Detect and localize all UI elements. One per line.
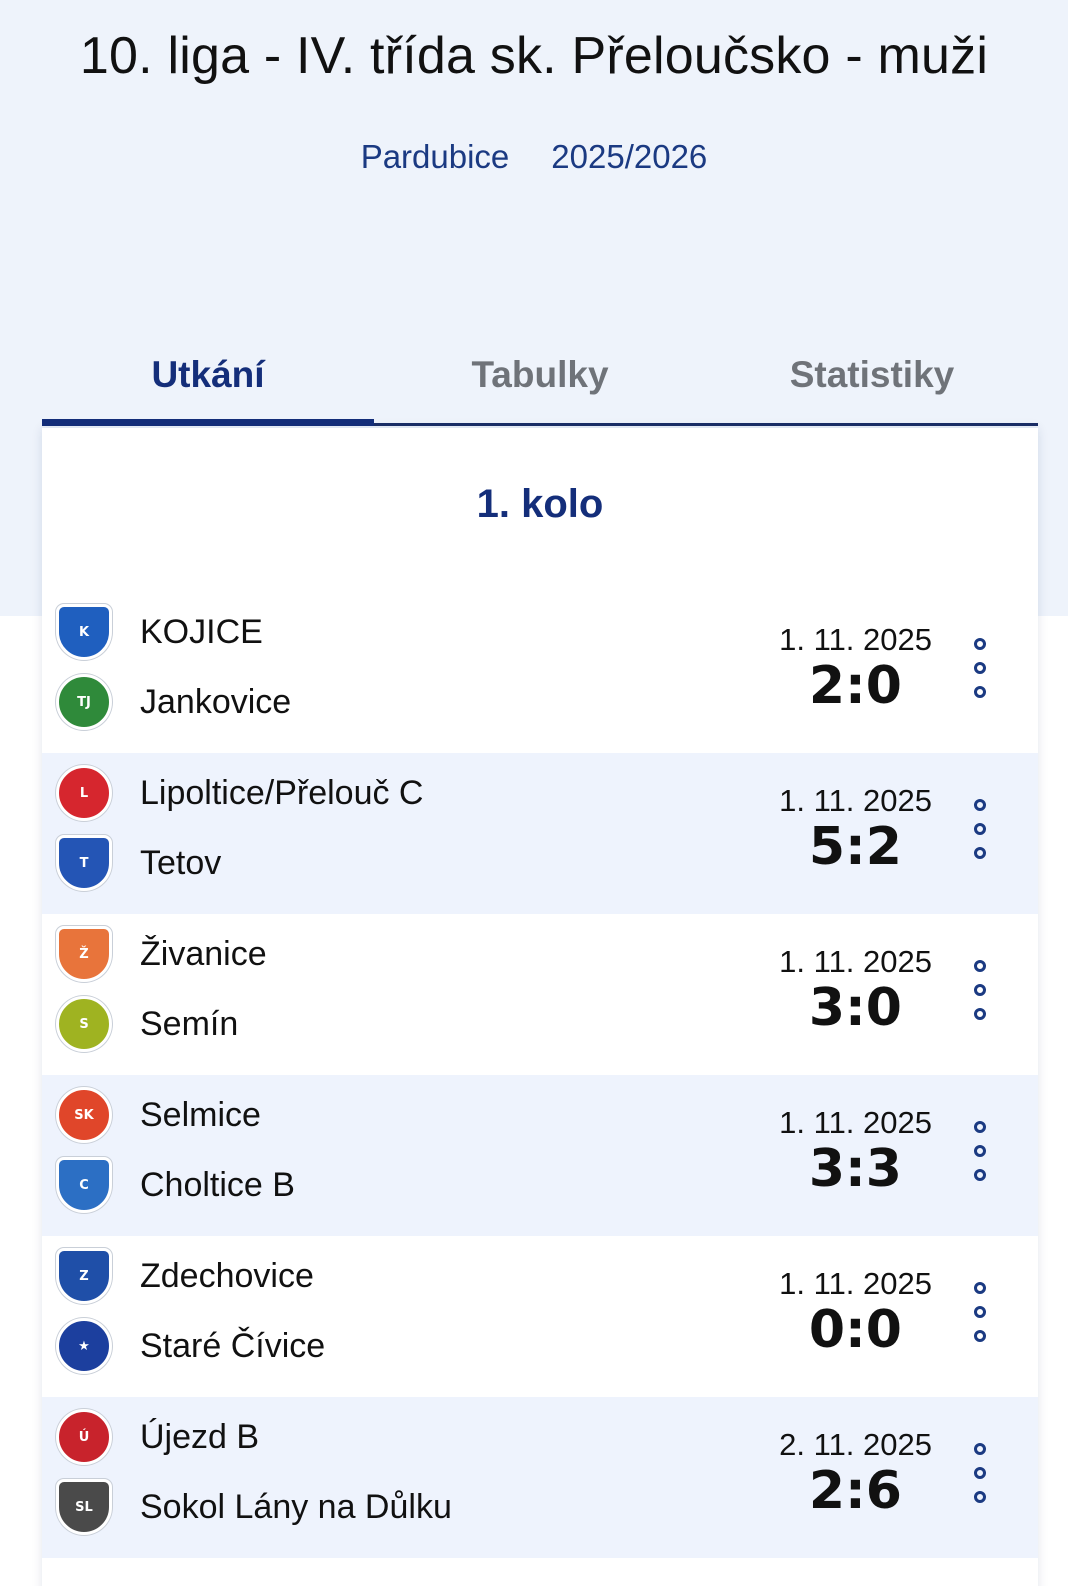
dot-icon (974, 1008, 986, 1020)
dot-icon (974, 1169, 986, 1181)
dot-icon (974, 1121, 986, 1133)
away-team[interactable]: S Semín (56, 994, 238, 1054)
tetov-crest-icon: T (56, 835, 112, 891)
dot-icon (974, 1443, 986, 1455)
home-team[interactable]: Z Zdechovice (56, 1246, 314, 1306)
match-score: 3:3 (808, 1139, 902, 1199)
match-row[interactable]: L Lipoltice/Přelouč C T Tetov 1. 11. 2025 5:2 (42, 753, 1038, 914)
match-date: 2. 11. 2025 (779, 1427, 932, 1462)
home-team[interactable]: L Lipoltice/Přelouč C (56, 763, 423, 823)
more-options-icon[interactable] (962, 1115, 998, 1187)
kojice-crest-icon: K (56, 604, 112, 660)
away-team-name: Sokol Lány na Důlku (140, 1487, 452, 1526)
dot-icon (974, 686, 986, 698)
home-team-name: Živanice (140, 934, 267, 973)
match-score: 2:6 (808, 1461, 902, 1521)
away-team-name: Choltice B (140, 1165, 295, 1204)
away-team-name: Semín (140, 1004, 239, 1043)
home-team[interactable]: K KOJICE (56, 602, 263, 662)
match-row[interactable]: SK Selmice C Choltice B 1. 11. 2025 3:3 (42, 1075, 1038, 1236)
dot-icon (974, 1282, 986, 1294)
away-team[interactable]: SL Sokol Lány na Důlku (56, 1477, 452, 1537)
zivanice-crest-icon: Ž (56, 926, 112, 982)
more-options-icon[interactable] (962, 1276, 998, 1348)
dot-icon (974, 823, 986, 835)
more-options-icon[interactable] (962, 793, 998, 865)
dot-icon (974, 662, 986, 674)
dot-icon (974, 638, 986, 650)
selmice-crest-icon: SK (56, 1087, 112, 1143)
dot-icon (974, 799, 986, 811)
home-team[interactable]: Ú Újezd B (56, 1407, 259, 1467)
jankovice-crest-icon: TJ (56, 674, 112, 730)
away-team[interactable]: C Choltice B (56, 1155, 295, 1215)
dot-icon (974, 1330, 986, 1342)
match-date: 1. 11. 2025 (779, 783, 932, 818)
match-date: 1. 11. 2025 (779, 944, 932, 979)
tab-matches[interactable]: Utkání (42, 340, 374, 426)
dot-icon (974, 960, 986, 972)
dot-icon (974, 984, 986, 996)
dot-icon (974, 1306, 986, 1318)
match-row[interactable]: Z Zdechovice ★ Staré Čívice 1. 11. 2025 0:0 (42, 1236, 1038, 1397)
match-score: 5:2 (808, 817, 902, 877)
more-options-icon[interactable] (962, 632, 998, 704)
away-team[interactable]: ★ Staré Čívice (56, 1316, 325, 1376)
tab-tables[interactable]: Tabulky (471, 354, 609, 395)
dot-icon (974, 1491, 986, 1503)
matches-card: 1. kolo K KOJICE TJ Jankovice 1. 11. 2025 2:0… (42, 428, 1038, 1586)
round-title: 1. kolo (476, 482, 604, 526)
dot-icon (974, 847, 986, 859)
away-team-name: Jankovice (140, 682, 292, 721)
match-date: 1. 11. 2025 (779, 622, 932, 657)
home-team-name: Újezd B (140, 1417, 260, 1456)
away-team-name: Staré Čívice (140, 1326, 326, 1365)
region-link[interactable]: Pardubice (360, 138, 510, 175)
match-date: 1. 11. 2025 (779, 1105, 932, 1140)
home-team[interactable]: Ž Živanice (56, 924, 267, 984)
dot-icon (974, 1145, 986, 1157)
home-team[interactable]: SK Selmice (56, 1085, 261, 1145)
match-score: 0:0 (808, 1300, 902, 1360)
match-row[interactable]: Ú Újezd B SL Sokol Lány na Důlku 2. 11. 2025… (42, 1397, 1038, 1558)
more-options-icon[interactable] (962, 1437, 998, 1509)
stare-civice-crest-icon: ★ (56, 1318, 112, 1374)
lany-crest-icon: SL (56, 1479, 112, 1535)
ujezd-crest-icon: Ú (56, 1409, 112, 1465)
competition-meta: Pardubice 2025/2026 (0, 138, 1068, 176)
home-team-name: Selmice (140, 1095, 261, 1134)
dot-icon (974, 1467, 986, 1479)
match-row[interactable]: K KOJICE TJ Jankovice 1. 11. 2025 2:0 (42, 592, 1038, 753)
away-team[interactable]: T Tetov (56, 833, 221, 893)
match-list: K KOJICE TJ Jankovice 1. 11. 2025 2:0 L Lipolti… (42, 592, 1038, 1558)
match-score: 2:0 (808, 656, 902, 716)
zdechovice-crest-icon: Z (56, 1248, 112, 1304)
home-team-name: Lipoltice/Přelouč C (140, 773, 424, 812)
lipoltice-crest-icon: L (56, 765, 112, 821)
away-team[interactable]: TJ Jankovice (56, 672, 291, 732)
home-team-name: Zdechovice (140, 1256, 314, 1295)
away-team-name: Tetov (140, 843, 222, 882)
choltice-crest-icon: C (56, 1157, 112, 1213)
season-selector[interactable]: 2025/2026 (551, 138, 708, 175)
home-team-name: KOJICE (140, 612, 263, 651)
tab-bar: Utkání Tabulky Statistiky (42, 340, 1038, 426)
page-title: 10. liga - IV. třída sk. Přeloučsko - mu… (79, 27, 989, 85)
match-row[interactable]: Ž Živanice S Semín 1. 11. 2025 3:0 (42, 914, 1038, 1075)
more-options-icon[interactable] (962, 954, 998, 1026)
tab-statistics[interactable]: Statistiky (789, 354, 955, 395)
match-score: 3:0 (808, 978, 902, 1038)
semin-crest-icon: S (56, 996, 112, 1052)
match-date: 1. 11. 2025 (779, 1266, 932, 1301)
